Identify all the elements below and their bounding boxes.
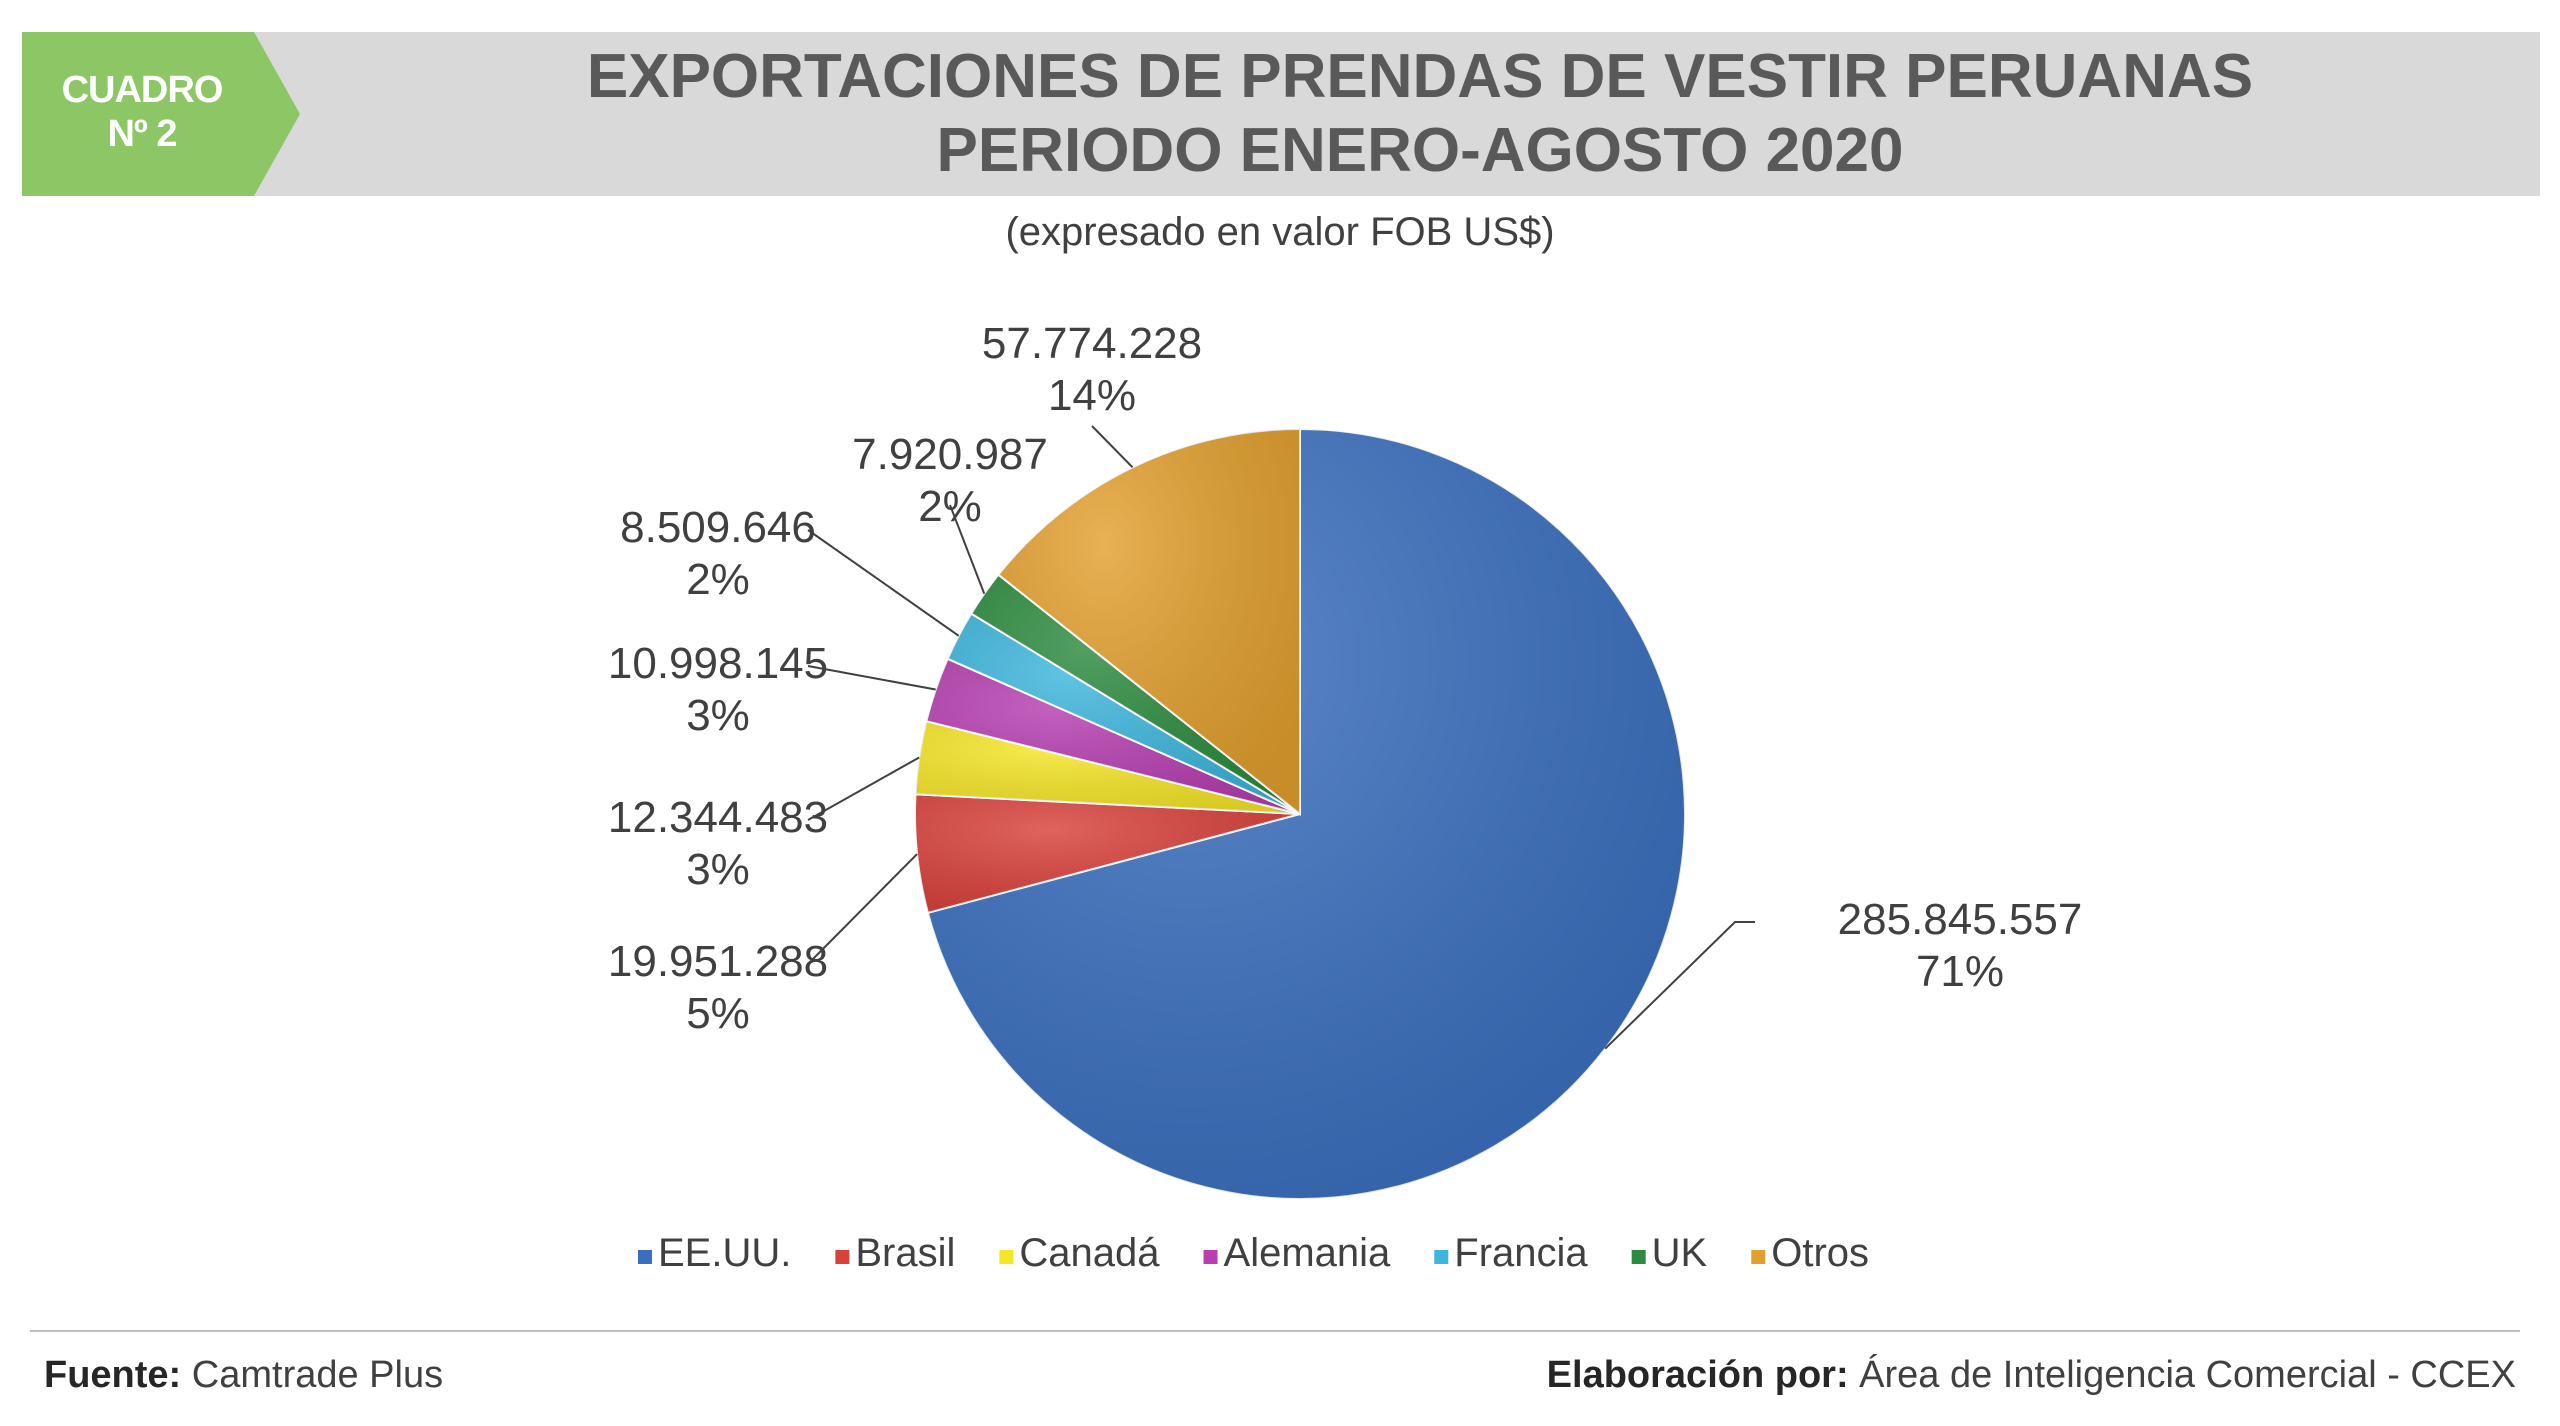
source-label: Fuente: <box>44 1354 182 1396</box>
legend: EE.UU. Brasil Canadá Alemania Francia UK Otros <box>638 1231 1869 1275</box>
value-label-brasil: 19.951.288 <box>608 937 828 986</box>
chart-subtitle: (expresado en valor FOB US$) <box>1005 210 1555 254</box>
badge-line2: Nº 2 <box>107 113 177 155</box>
leader-ee-uu <box>1604 921 1755 1050</box>
leader-otros <box>1091 425 1134 469</box>
leader-lines <box>807 425 1755 1050</box>
slice-otros-shade <box>998 429 1300 814</box>
value-label-canada: 12.344.483 <box>608 793 828 842</box>
legend-swatch-francia <box>1434 1250 1449 1264</box>
legend-label-canada: Canadá <box>1019 1231 1160 1275</box>
slice-uk-shade <box>971 574 1300 814</box>
legend-swatch-alemania <box>1203 1250 1218 1264</box>
badge: CUADRO Nº 2 <box>22 32 300 196</box>
percent-label-francia: 2% <box>686 555 750 604</box>
slice-alemania-shade <box>926 658 1300 814</box>
leader-francia <box>807 529 960 637</box>
credit-value: Área de Inteligencia Comercial - CCEX <box>1859 1354 2516 1396</box>
percent-label-canada: 3% <box>686 845 750 894</box>
legend-swatch-ee-uu <box>638 1250 652 1264</box>
percent-label-alemania: 3% <box>686 691 750 740</box>
percent-label-uk: 2% <box>918 482 982 531</box>
legend-swatch-otros <box>1751 1250 1766 1264</box>
footer-divider <box>30 1330 2520 1332</box>
legend-label-alemania: Alemania <box>1224 1231 1392 1275</box>
value-label-ee-uu: 285.845.557 <box>1838 895 2083 944</box>
leader-brasil <box>807 853 918 965</box>
source-value: Camtrade Plus <box>191 1354 444 1396</box>
data-labels: 285.845.55771%19.951.2885%12.344.4833%10… <box>608 319 2082 1038</box>
badge-line1: CUADRO <box>61 69 224 111</box>
legend-label-otros: Otros <box>1771 1231 1869 1275</box>
credit-label: Elaboración por: <box>1546 1354 1849 1396</box>
value-label-otros: 57.774.228 <box>982 319 1202 368</box>
legend-label-ee-uu: EE.UU. <box>658 1231 791 1275</box>
pie-slices <box>914 427 1686 1200</box>
legend-label-uk: UK <box>1652 1231 1708 1275</box>
badge-label: CUADRO Nº 2 <box>22 68 262 156</box>
legend-swatch-uk <box>1631 1250 1646 1264</box>
value-label-uk: 7.920.987 <box>852 430 1048 479</box>
footer-credit: Elaboración por: Área de Inteligencia Co… <box>1547 1354 2516 1397</box>
chart-title: EXPORTACIONES DE PRENDAS DE VESTIR PERUA… <box>300 40 2540 188</box>
slice-brasil-shade <box>915 794 1300 913</box>
percent-label-otros: 14% <box>1048 371 1136 420</box>
legend-swatch-brasil <box>835 1250 850 1264</box>
title-band <box>22 32 2540 196</box>
percent-label-brasil: 5% <box>686 989 750 1038</box>
percent-label-ee-uu: 71% <box>1916 947 2004 996</box>
badge-arrow-shape <box>22 32 300 196</box>
legend-swatch-canada <box>999 1250 1014 1264</box>
slice-francia-shade <box>947 613 1300 814</box>
title-line1: EXPORTACIONES DE PRENDAS DE VESTIR PERUA… <box>586 42 2254 111</box>
value-label-alemania: 10.998.145 <box>608 639 828 688</box>
title-line2: PERIODO ENERO-AGOSTO 2020 <box>936 116 1904 185</box>
value-label-francia: 8.509.646 <box>620 503 816 552</box>
legend-label-brasil: Brasil <box>855 1231 955 1275</box>
footer-source: Fuente: Camtrade Plus <box>44 1354 443 1397</box>
leader-canada <box>807 756 920 821</box>
slice-ee-uu-shade <box>927 429 1686 1199</box>
leader-uk <box>949 504 986 595</box>
leader-alemania <box>807 665 936 691</box>
legend-label-francia: Francia <box>1454 1231 1588 1275</box>
